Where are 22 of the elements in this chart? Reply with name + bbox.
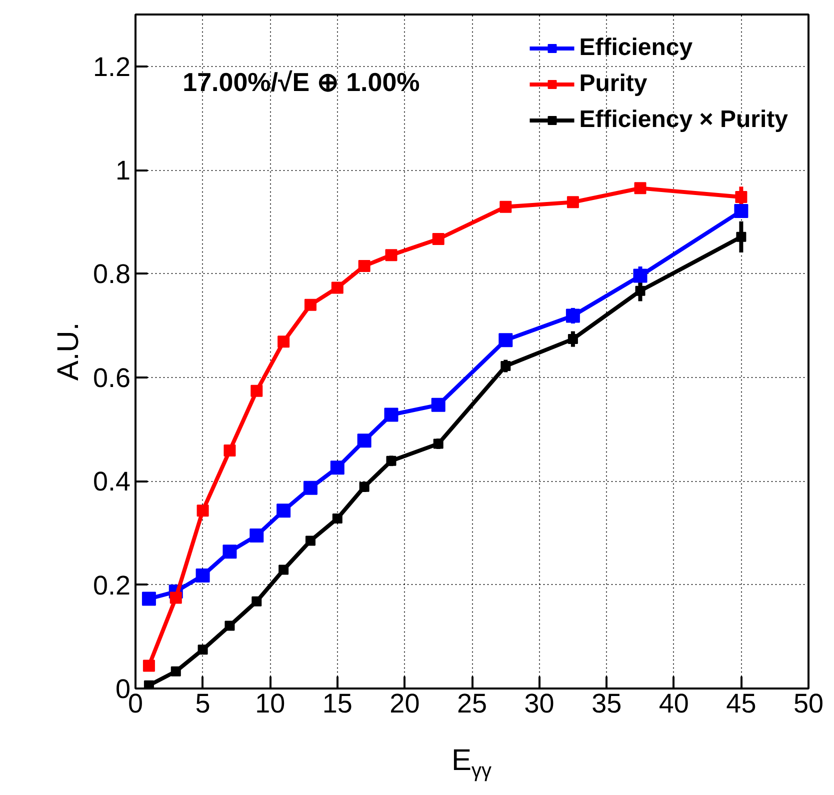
annotation: 17.00%/√E ⊕ 1.00% — [182, 66, 420, 97]
legend-label: Purity — [579, 70, 648, 98]
x-tick-label: 50 — [793, 688, 824, 718]
x-axis-title: E$_{γγ}$ — [450, 743, 492, 784]
x-tick-label: 40 — [658, 688, 689, 718]
x-tick-label: 45 — [726, 688, 756, 718]
y-tick-label: 1 — [115, 156, 131, 186]
y-tick-label: 0.8 — [92, 259, 131, 290]
y-tick-label: 0.2 — [92, 570, 131, 600]
x-tick-label: 10 — [255, 688, 286, 718]
y-tick-label: 0.4 — [92, 466, 131, 497]
x-tick-label: 30 — [524, 688, 554, 718]
legend-label: Efficiency × Purity — [579, 106, 788, 134]
x-tick-label: 15 — [322, 688, 352, 718]
x-tick-label: 25 — [456, 688, 488, 718]
y-tick-label: 1.2 — [92, 52, 131, 82]
x-tick-label: 20 — [390, 688, 420, 718]
x-tick-label: 35 — [592, 688, 622, 718]
x-tick-label: 5 — [195, 688, 210, 718]
legend-label: Efficiency — [579, 34, 693, 62]
y-tick-label: 0.6 — [92, 362, 131, 393]
y-axis-title: A.U. — [52, 322, 85, 381]
